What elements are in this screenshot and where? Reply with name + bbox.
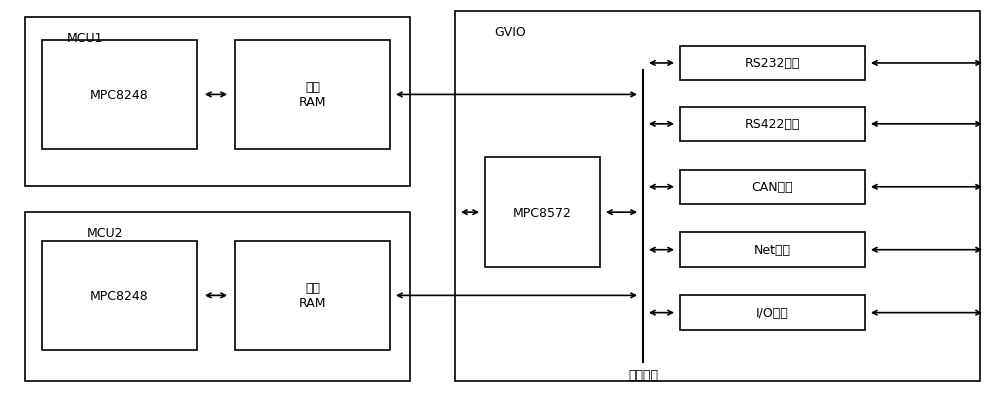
Text: GVIO: GVIO [494, 26, 526, 39]
Bar [680, 296, 865, 330]
Bar [680, 107, 865, 142]
Bar [455, 12, 980, 381]
Bar [42, 241, 197, 350]
Text: 系统总线: 系统总线 [628, 369, 658, 382]
Text: MCU1: MCU1 [67, 32, 103, 45]
Bar [680, 233, 865, 267]
Text: 双口
RAM: 双口 RAM [299, 81, 326, 109]
Text: MPC8248: MPC8248 [90, 289, 149, 302]
Text: MPC8572: MPC8572 [513, 206, 572, 219]
Text: MPC8248: MPC8248 [90, 89, 149, 102]
Text: RS232接口: RS232接口 [745, 57, 800, 70]
Text: MCU2: MCU2 [87, 226, 123, 239]
Text: 双口
RAM: 双口 RAM [299, 282, 326, 309]
Text: Net接口: Net接口 [754, 243, 791, 257]
Bar [485, 158, 600, 267]
Bar [680, 47, 865, 81]
Bar [25, 213, 410, 381]
Bar [42, 40, 197, 150]
Bar [680, 170, 865, 205]
Text: CAN接口: CAN接口 [752, 181, 793, 194]
Text: I/O接口: I/O接口 [756, 306, 789, 320]
Bar [235, 241, 390, 350]
Bar [235, 40, 390, 150]
Text: RS422接口: RS422接口 [745, 118, 800, 131]
Bar [25, 18, 410, 186]
